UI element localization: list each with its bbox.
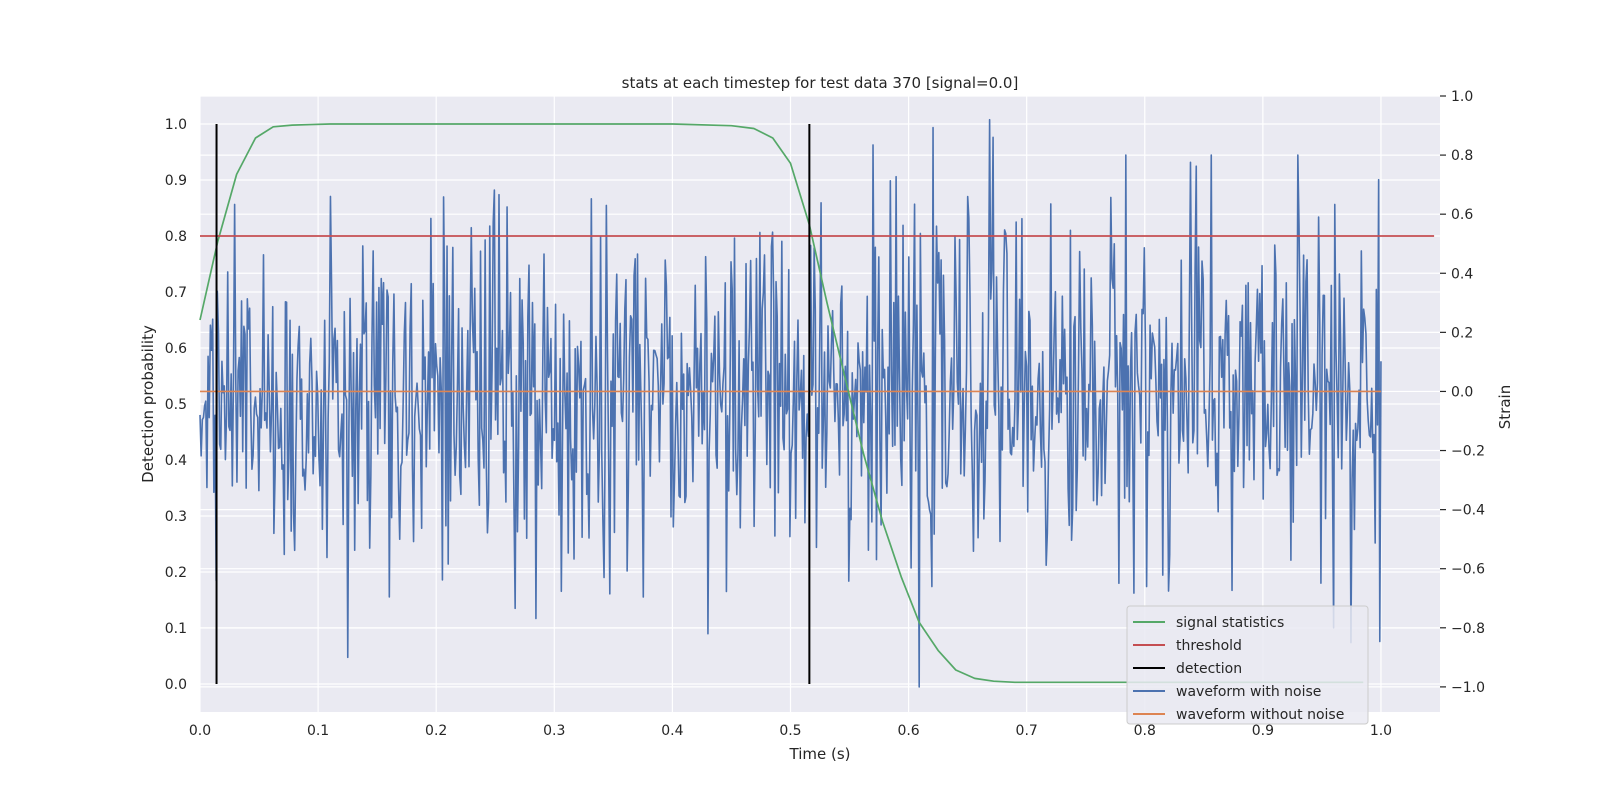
y-tick-label: 0.0 xyxy=(165,677,187,693)
x-tick-label: 0.5 xyxy=(779,723,801,739)
x-tick-labels: 0.0 0.1 0.2 0.3 0.4 0.5 0.6 0.7 0.8 0.9 1.0 xyxy=(189,723,1392,739)
waveform-with-noise-line xyxy=(199,118,1382,688)
y2-tick-label: 0.0 xyxy=(1451,384,1473,400)
left-axis-series xyxy=(199,123,1435,684)
y2-tick-label: −0.6 xyxy=(1451,562,1485,578)
legend-label: signal statistics xyxy=(1176,615,1284,631)
x-tick-label: 0.2 xyxy=(425,723,447,739)
y-tick-label: 0.5 xyxy=(165,397,187,413)
y2-tick-label: 0.8 xyxy=(1451,148,1473,164)
legend: signal statistics threshold detection wavef… xyxy=(1126,605,1369,725)
legend-label: threshold xyxy=(1176,638,1242,654)
y-tick-label: 0.9 xyxy=(165,173,187,189)
y-tick-label: 0.2 xyxy=(165,565,187,581)
x-tick-label: 0.4 xyxy=(661,723,683,739)
chart-title: stats at each timestep for test data 370… xyxy=(622,74,1019,92)
x-tick-label: 0.1 xyxy=(307,723,329,739)
x-tick-label: 0.8 xyxy=(1134,723,1156,739)
y2-tick-label: 0.4 xyxy=(1451,266,1473,282)
x-tick-label: 1.0 xyxy=(1370,723,1392,739)
x-tick-label: 0.3 xyxy=(543,723,565,739)
legend-label: waveform with noise xyxy=(1176,684,1321,700)
x-tick-label: 0.6 xyxy=(897,723,919,739)
y2-tick-label: −0.4 xyxy=(1451,503,1485,519)
x-tick-label: 0.7 xyxy=(1016,723,1038,739)
y-tick-label: 0.4 xyxy=(165,453,187,469)
y-tick-label: 1.0 xyxy=(165,117,187,133)
legend-label: detection xyxy=(1176,661,1242,677)
y2-axis-label: Strain xyxy=(1496,385,1514,429)
y2-tick-label: −0.8 xyxy=(1451,621,1485,637)
y-tick-labels: 0.0 0.1 0.2 0.3 0.4 0.5 0.6 0.7 0.8 0.9 1.0 xyxy=(165,117,187,693)
y2-tick-label: −0.2 xyxy=(1451,444,1485,460)
y2-tick-label: 0.2 xyxy=(1451,325,1473,341)
y-axis-label: Detection probability xyxy=(139,325,157,483)
y2-tick-label: −1.0 xyxy=(1451,680,1485,696)
x-tick-label: 0.0 xyxy=(189,723,211,739)
y-tick-label: 0.8 xyxy=(165,229,187,245)
y2-tick-label: 0.6 xyxy=(1451,207,1473,223)
legend-label: waveform without noise xyxy=(1176,707,1344,723)
right-axis-series xyxy=(199,118,1382,688)
y2-tick-labels: −1.0 −0.8 −0.6 −0.4 −0.2 0.0 0.2 0.4 0.6 0.8 1.0 xyxy=(1440,89,1485,696)
y-tick-label: 0.3 xyxy=(165,509,187,525)
y-tick-label: 0.1 xyxy=(165,621,187,637)
y2-tick-label: 1.0 xyxy=(1451,89,1473,105)
x-tick-label: 0.9 xyxy=(1252,723,1274,739)
x-axis-label: Time (s) xyxy=(789,745,851,763)
y-tick-label: 0.7 xyxy=(165,285,187,301)
y-tick-label: 0.6 xyxy=(165,341,187,357)
legend-box xyxy=(1126,605,1369,725)
